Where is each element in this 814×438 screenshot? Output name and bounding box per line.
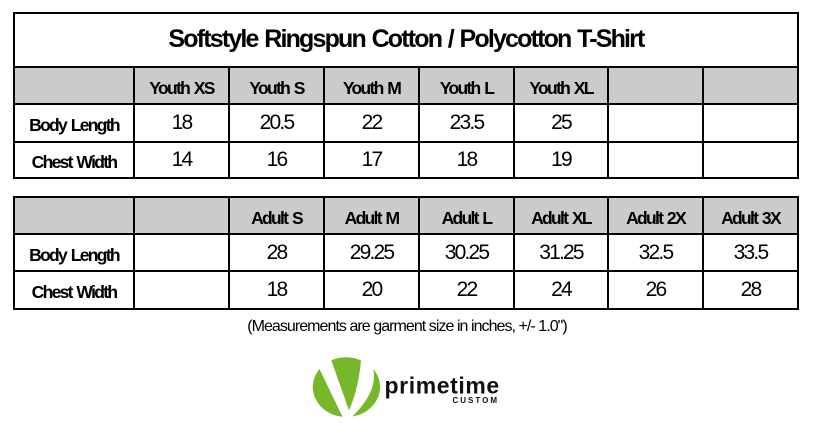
svg-text:CUSTOM: CUSTOM <box>453 396 500 405</box>
svg-text:primetime: primetime <box>385 373 500 399</box>
